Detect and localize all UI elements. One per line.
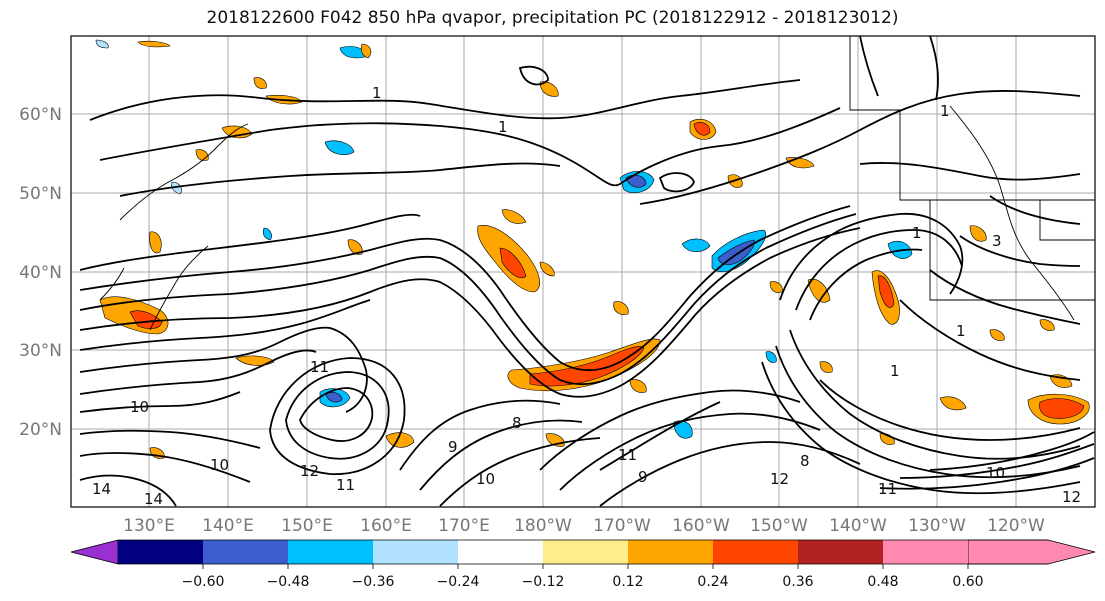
lon-label: 140°W: [829, 516, 887, 536]
colorbar-extend-min: [70, 539, 119, 565]
lat-label-20n: 20°N: [19, 420, 62, 440]
contour-label: 10: [986, 464, 1005, 482]
contour-label: 8: [512, 414, 522, 432]
colorbar-tick-label: 0.48: [867, 574, 898, 590]
colorbar-segment: [458, 540, 543, 564]
lon-label: 160°W: [672, 516, 730, 536]
lat-label-30n: 30°N: [19, 341, 62, 361]
contour-label: 11: [336, 476, 355, 494]
contour-label: 9: [638, 468, 648, 486]
contour-label: 10: [210, 456, 229, 474]
contour-label: 1: [912, 224, 922, 242]
colorbar-tick-label: 0.24: [697, 574, 728, 590]
contour-label: 14: [144, 490, 163, 508]
contour-label: 12: [300, 462, 319, 480]
contour-label: 11: [878, 480, 897, 498]
colorbar-tick-label: −0.12: [522, 574, 565, 590]
contour-label: 14: [92, 480, 111, 498]
contour-label: 11: [310, 358, 329, 376]
contour-label: 9: [448, 438, 458, 456]
qvapor-contours: [79, 36, 1095, 507]
contour-label: 1: [940, 102, 950, 120]
contour-label: 8: [800, 452, 810, 470]
colorbar-segment: [883, 540, 968, 564]
contour-label: 1: [498, 118, 508, 136]
lon-label: 170°W: [593, 516, 651, 536]
lon-label: 160°E: [360, 516, 412, 536]
colorbar-extend-max: [967, 539, 1096, 565]
colorbar-tick-label: 0.12: [612, 574, 643, 590]
contour-label: 11: [618, 446, 637, 464]
contour-label: 10: [130, 398, 149, 416]
colorbar-segment: [373, 540, 458, 564]
longitude-labels: 130°E 140°E 150°E 160°E 170°E 180°W 170°…: [123, 516, 1045, 536]
contour-label: 12: [1062, 488, 1081, 506]
lon-label: 180°W: [514, 516, 572, 536]
lon-label: 150°W: [750, 516, 808, 536]
coastlines: [99, 36, 1095, 331]
colorbar-segment: [118, 540, 203, 564]
colorbar-tick-label: −0.24: [437, 574, 480, 590]
colorbar-segment: [713, 540, 798, 564]
colorbar: −0.60 −0.48 −0.36 −0.24 −0.12 0.12 0.24 …: [70, 539, 1096, 590]
colorbar-segment: [628, 540, 713, 564]
lat-label-60n: 60°N: [19, 105, 62, 125]
lon-label: 120°W: [987, 516, 1045, 536]
latitude-labels: 60°N 50°N 40°N 30°N 20°N: [19, 105, 62, 440]
colorbar-tick-label: −0.48: [267, 574, 310, 590]
colorbar-segment: [288, 540, 373, 564]
contour-label: 1: [956, 322, 966, 340]
lon-label: 140°E: [202, 516, 254, 536]
precipitation-fill: [95, 39, 1090, 459]
contour-label: 12: [770, 470, 789, 488]
colorbar-tick-label: 0.60: [952, 574, 983, 590]
map-frame: [70, 35, 1096, 508]
lon-label: 130°W: [908, 516, 966, 536]
contour-label: 1: [372, 84, 382, 102]
plot-title: 2018122600 F042 850 hPa qvapor, precipit…: [206, 8, 899, 28]
lon-label: 130°E: [123, 516, 175, 536]
lon-label: 170°E: [438, 516, 490, 536]
lon-label: 150°E: [281, 516, 333, 536]
contour-labels: 1 0 1 1 1 1 1 3 11 10 12 11 10 9 8 11 10…: [92, 84, 1081, 508]
lat-label-40n: 40°N: [19, 263, 62, 283]
colorbar-segment: [203, 540, 288, 564]
colorbar-ticks: [202, 564, 969, 569]
colorbar-tick-label: −0.36: [352, 574, 395, 590]
colorbar-segment: [798, 540, 883, 564]
contour-label: 1: [890, 362, 900, 380]
colorbar-tick-label: 0.36: [782, 574, 813, 590]
colorbar-segment: [543, 540, 628, 564]
contour-label: 3: [992, 232, 1002, 250]
colorbar-tick-label: −0.60: [182, 574, 225, 590]
contour-label: 10: [476, 470, 495, 488]
lat-label-50n: 50°N: [19, 184, 62, 204]
